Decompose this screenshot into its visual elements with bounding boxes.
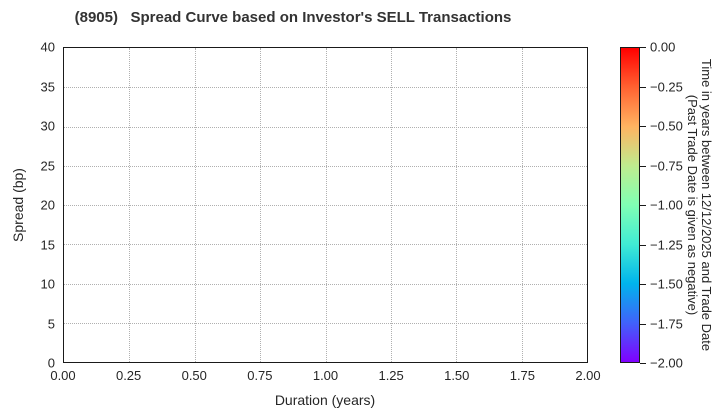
x-axis-label: Duration (years) [274, 392, 376, 408]
y-tick-label: 10 [40, 276, 55, 292]
x-tick-label: 1.75 [509, 368, 536, 383]
y-tick-label: 15 [40, 237, 55, 252]
colorbar-tick [640, 363, 646, 364]
colorbar-tick [640, 165, 646, 167]
gridline-vertical [456, 48, 458, 362]
y-tick-label: 40 [40, 39, 55, 55]
x-tick-label: 1.50 [444, 368, 470, 383]
colorbar-tick-label: −0.25 [650, 79, 683, 94]
colorbar-tick [640, 284, 646, 285]
colorbar-tick [640, 323, 646, 325]
x-tick-label: 1.25 [378, 368, 404, 383]
colorbar-tick [640, 205, 646, 206]
colorbar-tick [640, 86, 646, 88]
gridline-horizontal [64, 322, 587, 324]
colorbar-tick-label: −1.50 [650, 276, 683, 292]
plot-area [63, 47, 588, 363]
x-tick-label: 0.75 [247, 368, 273, 383]
gridline-horizontal [64, 283, 587, 285]
x-tick-label: 1.00 [312, 368, 339, 383]
gridline-horizontal [64, 205, 587, 206]
x-tick-label: 0.50 [181, 368, 207, 383]
colorbar-tick-label: −2.00 [650, 355, 683, 371]
colorbar-tick-label: −1.00 [650, 197, 683, 213]
y-tick-label: 20 [40, 197, 55, 213]
colorbar [620, 47, 640, 363]
colorbar-tick-label: −1.75 [650, 316, 683, 331]
gridline-vertical [521, 48, 523, 362]
x-tick-label: 2.00 [575, 368, 601, 383]
y-tick-label: 30 [40, 118, 55, 134]
chart-title: (8905) Spread Curve based on Investor's … [74, 9, 512, 26]
x-tick-label: 0.00 [50, 368, 76, 383]
colorbar-tick-label: −0.75 [650, 158, 683, 173]
colorbar-tick [640, 244, 646, 246]
colorbar-tick-label: −1.25 [650, 237, 683, 252]
y-tick-label: 5 [47, 316, 55, 331]
gridline-horizontal [64, 244, 587, 246]
colorbar-title: Time in years between 12/12/2025 and Tra… [685, 58, 714, 352]
colorbar-title-line1: Time in years between 12/12/2025 and Tra… [699, 58, 714, 352]
colorbar-tick-label: −0.50 [650, 118, 683, 134]
colorbar-tick-label: 0.00 [650, 39, 676, 55]
y-tick-label: 0 [47, 355, 55, 371]
colorbar-tick [640, 126, 646, 127]
gridline-vertical [390, 48, 392, 362]
y-tick-label: 35 [40, 79, 55, 94]
colorbar-tick [640, 47, 646, 48]
colorbar-title-line2: (Past Trade Date is given as negative) [685, 94, 700, 316]
x-tick-label: 0.25 [115, 368, 142, 383]
y-tick-label: 25 [40, 158, 55, 173]
